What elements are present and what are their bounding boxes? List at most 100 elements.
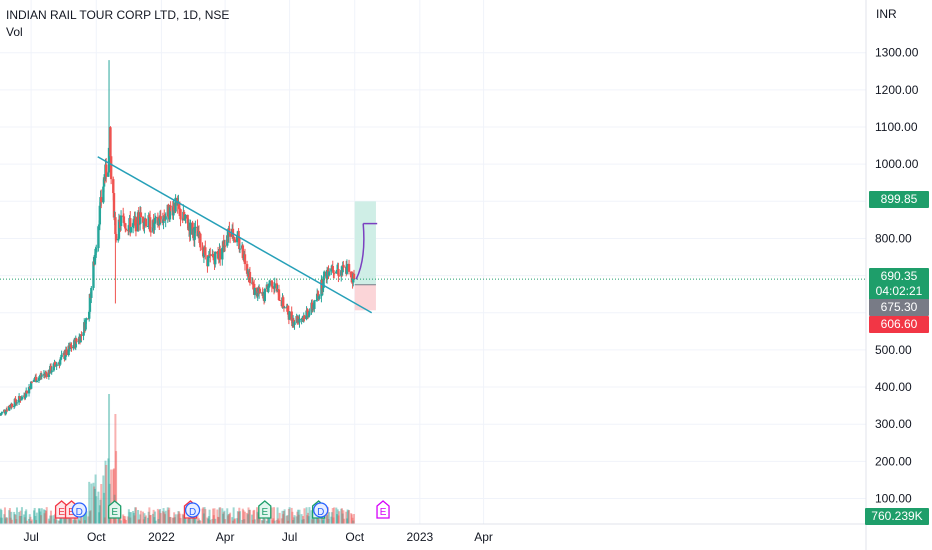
candle-body[interactable]	[272, 287, 275, 289]
candle-body[interactable]	[44, 372, 48, 374]
candle-body[interactable]	[273, 283, 276, 289]
candle-body[interactable]	[97, 224, 101, 227]
dividend-marker[interactable]	[184, 502, 201, 518]
candle-body[interactable]	[311, 302, 314, 310]
candle-body[interactable]	[5, 409, 8, 413]
candle-body[interactable]	[90, 287, 93, 298]
earnings-marker[interactable]	[258, 500, 272, 519]
candle-body[interactable]	[315, 293, 319, 301]
candle-body[interactable]	[117, 219, 121, 239]
candle-body[interactable]	[137, 212, 140, 224]
candle-body[interactable]	[243, 254, 247, 265]
candle-body[interactable]	[293, 322, 296, 325]
candle-body[interactable]	[288, 311, 291, 320]
candle-body[interactable]	[167, 204, 170, 218]
candle-body[interactable]	[52, 363, 56, 371]
candle-body[interactable]	[248, 271, 252, 283]
candle-body[interactable]	[149, 231, 153, 233]
candle-body[interactable]	[235, 235, 239, 243]
candle-body[interactable]	[119, 215, 123, 227]
candle-body[interactable]	[32, 379, 36, 382]
candle-body[interactable]	[19, 398, 22, 401]
candle-body[interactable]	[228, 233, 232, 237]
candle-body[interactable]	[193, 227, 196, 240]
candle-body[interactable]	[74, 338, 77, 348]
candle-body[interactable]	[121, 215, 125, 217]
candle-body[interactable]	[172, 205, 176, 211]
candle-body[interactable]	[9, 406, 12, 408]
candle-body[interactable]	[105, 164, 108, 177]
candle-body[interactable]	[114, 217, 117, 235]
candle-body[interactable]	[326, 270, 330, 272]
candle-body[interactable]	[25, 390, 29, 394]
candle-body[interactable]	[107, 147, 111, 173]
candle-body[interactable]	[20, 399, 23, 401]
candle-body[interactable]	[199, 233, 202, 248]
candle-body[interactable]	[177, 202, 181, 209]
candle-body[interactable]	[93, 254, 97, 265]
candle-body[interactable]	[129, 227, 133, 233]
candle-body[interactable]	[70, 346, 73, 349]
long-position-tool[interactable]	[354, 201, 376, 311]
candle-body[interactable]	[233, 239, 237, 243]
candle-body[interactable]	[112, 179, 115, 194]
candle-body[interactable]	[141, 217, 145, 223]
candle-body[interactable]	[335, 271, 338, 274]
stop-zone[interactable]	[354, 284, 376, 311]
candle-body[interactable]	[114, 234, 118, 241]
candle-body[interactable]	[168, 205, 172, 220]
candle-body[interactable]	[253, 287, 257, 295]
candle-body[interactable]	[139, 212, 143, 218]
candle-body[interactable]	[172, 205, 175, 216]
candle-body[interactable]	[345, 264, 349, 274]
candle-body[interactable]	[325, 270, 329, 279]
candle-body[interactable]	[263, 288, 266, 302]
candle-body[interactable]	[98, 205, 102, 225]
candle-body[interactable]	[88, 293, 92, 312]
candle-body[interactable]	[15, 402, 19, 404]
candle-body[interactable]	[127, 225, 131, 231]
earnings-marker[interactable]	[376, 500, 390, 519]
candle-body[interactable]	[109, 127, 112, 157]
candle-body[interactable]	[159, 216, 162, 220]
candle-body[interactable]	[216, 251, 219, 254]
candle-body[interactable]	[153, 217, 157, 223]
descending-trendline[interactable]	[97, 156, 373, 314]
candle-body[interactable]	[3, 409, 7, 413]
candle-body[interactable]	[84, 320, 87, 330]
candle-body[interactable]	[290, 311, 293, 321]
candle-body[interactable]	[14, 398, 17, 403]
candle-body[interactable]	[337, 269, 340, 276]
candle-body[interactable]	[153, 222, 156, 229]
candle-body[interactable]	[301, 318, 305, 320]
candle-body[interactable]	[207, 256, 211, 258]
candle-body[interactable]	[347, 264, 351, 272]
candle-body[interactable]	[256, 291, 259, 297]
candle-body[interactable]	[94, 252, 97, 255]
candle-body[interactable]	[342, 265, 345, 267]
dividend-marker[interactable]	[71, 502, 87, 518]
candle-body[interactable]	[318, 296, 321, 299]
symbol-title[interactable]: INDIAN RAIL TOUR CORP LTD, 1D, NSE	[6, 8, 230, 22]
candle-body[interactable]	[298, 318, 301, 323]
candle-body[interactable]	[37, 377, 41, 381]
candle-body[interactable]	[179, 209, 182, 220]
candle-body[interactable]	[102, 186, 105, 203]
candle-body[interactable]	[267, 285, 270, 292]
candle-body[interactable]	[286, 305, 290, 315]
drawings[interactable]	[0, 156, 866, 314]
candle-body[interactable]	[217, 258, 220, 260]
candle-body[interactable]	[58, 359, 62, 365]
candle-body[interactable]	[216, 253, 220, 259]
candle-body[interactable]	[33, 379, 36, 381]
candle-body[interactable]	[17, 396, 21, 403]
event-markers[interactable]: EEDEEDEEDE	[54, 500, 390, 519]
candle-body[interactable]	[223, 245, 227, 247]
candle-body[interactable]	[233, 237, 236, 240]
candle-body[interactable]	[282, 297, 285, 307]
candle-body[interactable]	[303, 315, 306, 320]
candle-body[interactable]	[158, 216, 162, 225]
candle-body[interactable]	[20, 396, 24, 400]
candle-body[interactable]	[54, 362, 57, 366]
